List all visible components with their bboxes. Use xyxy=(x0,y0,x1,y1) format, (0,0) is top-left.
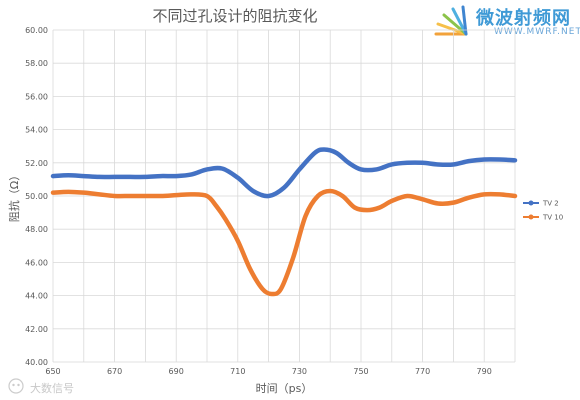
y-tick-label: 60.00 xyxy=(25,26,48,35)
x-tick-label: 770 xyxy=(415,367,430,376)
logo-text: 微波射频网 xyxy=(476,8,571,29)
x-tick-label: 650 xyxy=(45,367,60,376)
watermark-text: 大数信号 xyxy=(30,382,74,395)
series-line-1 xyxy=(50,147,518,199)
y-tick-label: 46.00 xyxy=(25,258,48,267)
y-tick-labels: 40.00 42.00 44.00 46.00 48.00 50.00 52.00 54.00… xyxy=(25,26,48,367)
logo-rays-icon xyxy=(434,5,468,36)
legend-swatch-marker xyxy=(528,200,534,206)
x-tick-label: 710 xyxy=(230,367,245,376)
y-tick-label: 44.00 xyxy=(25,292,48,301)
y-tick-label: 58.00 xyxy=(25,59,48,68)
legend-swatch-marker xyxy=(528,214,534,220)
x-tick-label: 690 xyxy=(169,367,184,376)
y-tick-label: 50.00 xyxy=(25,192,48,201)
y-tick-label: 42.00 xyxy=(25,325,48,334)
mwrf-logo: 微波射频网 WWW.MWRF.NET xyxy=(428,4,580,44)
legend: TV 2 TV 10 xyxy=(523,200,563,222)
y-axis-label: 阻抗（Ω） xyxy=(7,170,21,222)
x-axis-label: 时间（ps） xyxy=(256,382,313,395)
series-lines xyxy=(50,147,518,297)
x-tick-label: 730 xyxy=(292,367,307,376)
x-tick-label: 670 xyxy=(107,367,122,376)
watermark-icon xyxy=(8,378,24,394)
legend-label: TV 10 xyxy=(542,214,563,222)
x-tick-labels: 650 670 690 710 730 750 770 790 xyxy=(45,367,491,376)
y-tick-label: 54.00 xyxy=(25,126,48,135)
y-tick-label: 56.00 xyxy=(25,92,48,101)
legend-label: TV 2 xyxy=(542,200,559,208)
x-tick-label: 790 xyxy=(477,367,492,376)
logo-url: WWW.MWRF.NET xyxy=(494,27,580,37)
y-tick-label: 52.00 xyxy=(25,159,48,168)
x-tick-label: 750 xyxy=(353,367,368,376)
y-tick-label: 40.00 xyxy=(25,358,48,367)
y-tick-label: 48.00 xyxy=(25,225,48,234)
series-line-2 xyxy=(50,188,518,297)
chart-title: 不同过孔设计的阻抗变化 xyxy=(152,7,318,25)
